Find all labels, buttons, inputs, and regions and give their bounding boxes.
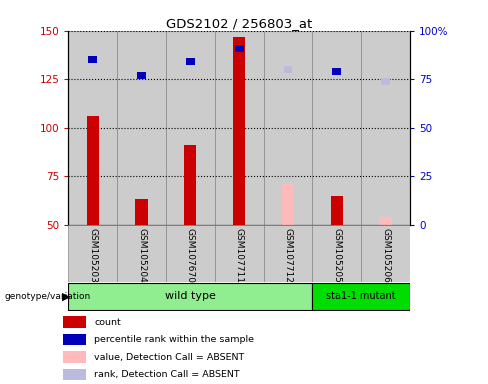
Bar: [380, 217, 391, 225]
Bar: [117, 31, 166, 225]
Bar: [381, 78, 390, 84]
Bar: [264, 225, 312, 282]
Text: sta1-1 mutant: sta1-1 mutant: [326, 291, 396, 301]
Text: GSM107712: GSM107712: [284, 227, 292, 282]
Bar: [233, 36, 245, 225]
Bar: [235, 45, 244, 51]
Bar: [215, 225, 264, 282]
Text: genotype/variation: genotype/variation: [5, 292, 91, 301]
Bar: [330, 195, 343, 225]
Text: ▶: ▶: [62, 291, 70, 301]
Bar: [68, 225, 117, 282]
Text: count: count: [94, 318, 121, 327]
Bar: [282, 184, 294, 225]
Bar: [312, 31, 361, 225]
Bar: [87, 116, 99, 225]
Text: wild type: wild type: [165, 291, 216, 301]
Bar: [63, 316, 86, 328]
Text: value, Detection Call = ABSENT: value, Detection Call = ABSENT: [94, 353, 244, 362]
Bar: [215, 31, 264, 225]
Bar: [312, 225, 361, 282]
Bar: [137, 72, 146, 79]
Bar: [117, 225, 166, 282]
Bar: [361, 225, 410, 282]
Text: GSM105203: GSM105203: [88, 227, 97, 282]
Bar: [68, 283, 312, 310]
Bar: [184, 145, 196, 225]
Bar: [63, 351, 86, 362]
Text: percentile rank within the sample: percentile rank within the sample: [94, 335, 254, 344]
Bar: [88, 56, 97, 63]
Title: GDS2102 / 256803_at: GDS2102 / 256803_at: [166, 17, 312, 30]
Bar: [166, 225, 215, 282]
Bar: [361, 31, 410, 225]
Bar: [135, 199, 147, 225]
Bar: [332, 68, 341, 75]
Text: GSM105206: GSM105206: [381, 227, 390, 282]
Bar: [63, 334, 86, 345]
Text: rank, Detection Call = ABSENT: rank, Detection Call = ABSENT: [94, 370, 240, 379]
Text: GSM107711: GSM107711: [235, 227, 244, 283]
Bar: [68, 31, 117, 225]
Bar: [63, 369, 86, 380]
Text: GSM107670: GSM107670: [186, 227, 195, 283]
Text: GSM105205: GSM105205: [332, 227, 341, 282]
Bar: [166, 31, 215, 225]
Bar: [284, 66, 292, 73]
Bar: [186, 58, 195, 65]
Text: GSM105204: GSM105204: [137, 227, 146, 282]
Bar: [264, 31, 312, 225]
Bar: [312, 283, 410, 310]
